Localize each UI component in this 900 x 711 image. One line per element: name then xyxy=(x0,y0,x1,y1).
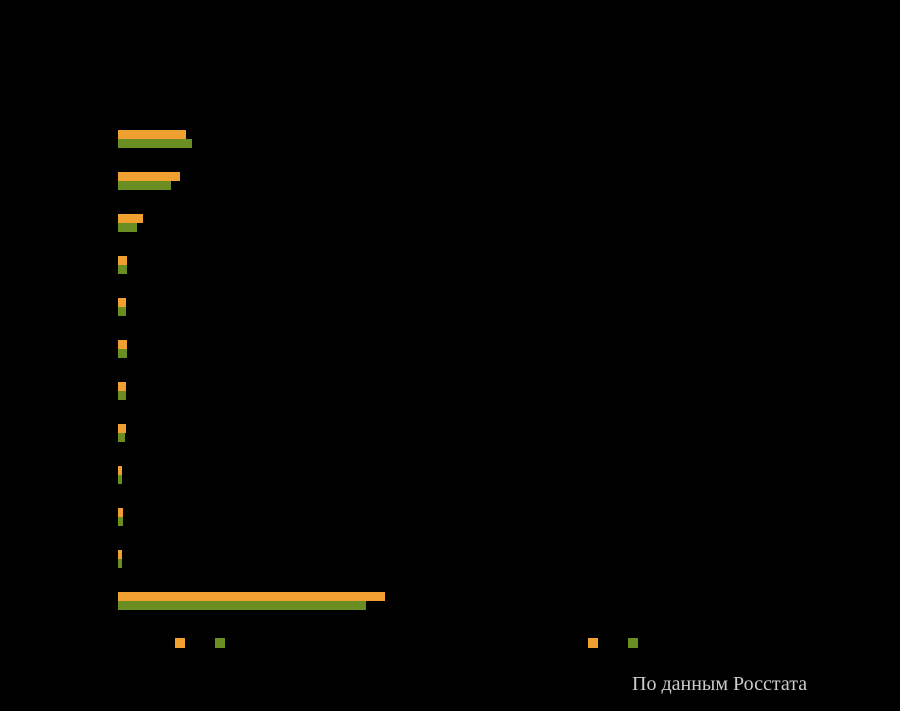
legend-item-2 xyxy=(215,638,225,648)
bar-series-2 xyxy=(118,601,366,610)
bar-series-2 xyxy=(118,391,126,400)
bar-series-1 xyxy=(118,214,143,223)
legend-swatch-1 xyxy=(588,638,598,648)
legend-item-2 xyxy=(628,638,638,648)
bar-series-1 xyxy=(118,508,123,517)
legend-swatch-2 xyxy=(628,638,638,648)
bar-series-2 xyxy=(118,517,123,526)
bar-series-1 xyxy=(118,130,186,139)
bar-series-1 xyxy=(118,424,126,433)
bar-series-2 xyxy=(118,181,171,190)
bar-series-2 xyxy=(118,433,125,442)
source-credit: По данным Росстата xyxy=(632,673,807,696)
left-legend xyxy=(175,638,225,648)
bar-series-2 xyxy=(118,265,127,274)
bar-series-1 xyxy=(118,172,180,181)
bar-series-1 xyxy=(118,466,122,475)
bar-series-2 xyxy=(118,139,192,148)
bar-series-1 xyxy=(118,550,122,559)
right-legend xyxy=(588,638,638,648)
bar-series-1 xyxy=(118,592,385,601)
legend-swatch-1 xyxy=(175,638,185,648)
right-chart-area xyxy=(450,130,900,650)
left-chart-area xyxy=(0,130,450,650)
bar-series-1 xyxy=(118,340,127,349)
bar-series-2 xyxy=(118,559,122,568)
legend-item-1 xyxy=(175,638,185,648)
bar-series-2 xyxy=(118,223,137,232)
bar-series-1 xyxy=(118,256,127,265)
bar-series-2 xyxy=(118,307,126,316)
bar-series-1 xyxy=(118,298,126,307)
bar-series-2 xyxy=(118,349,127,358)
legend-item-1 xyxy=(588,638,598,648)
legend-swatch-2 xyxy=(215,638,225,648)
bar-series-1 xyxy=(118,382,126,391)
bar-series-2 xyxy=(118,475,122,484)
